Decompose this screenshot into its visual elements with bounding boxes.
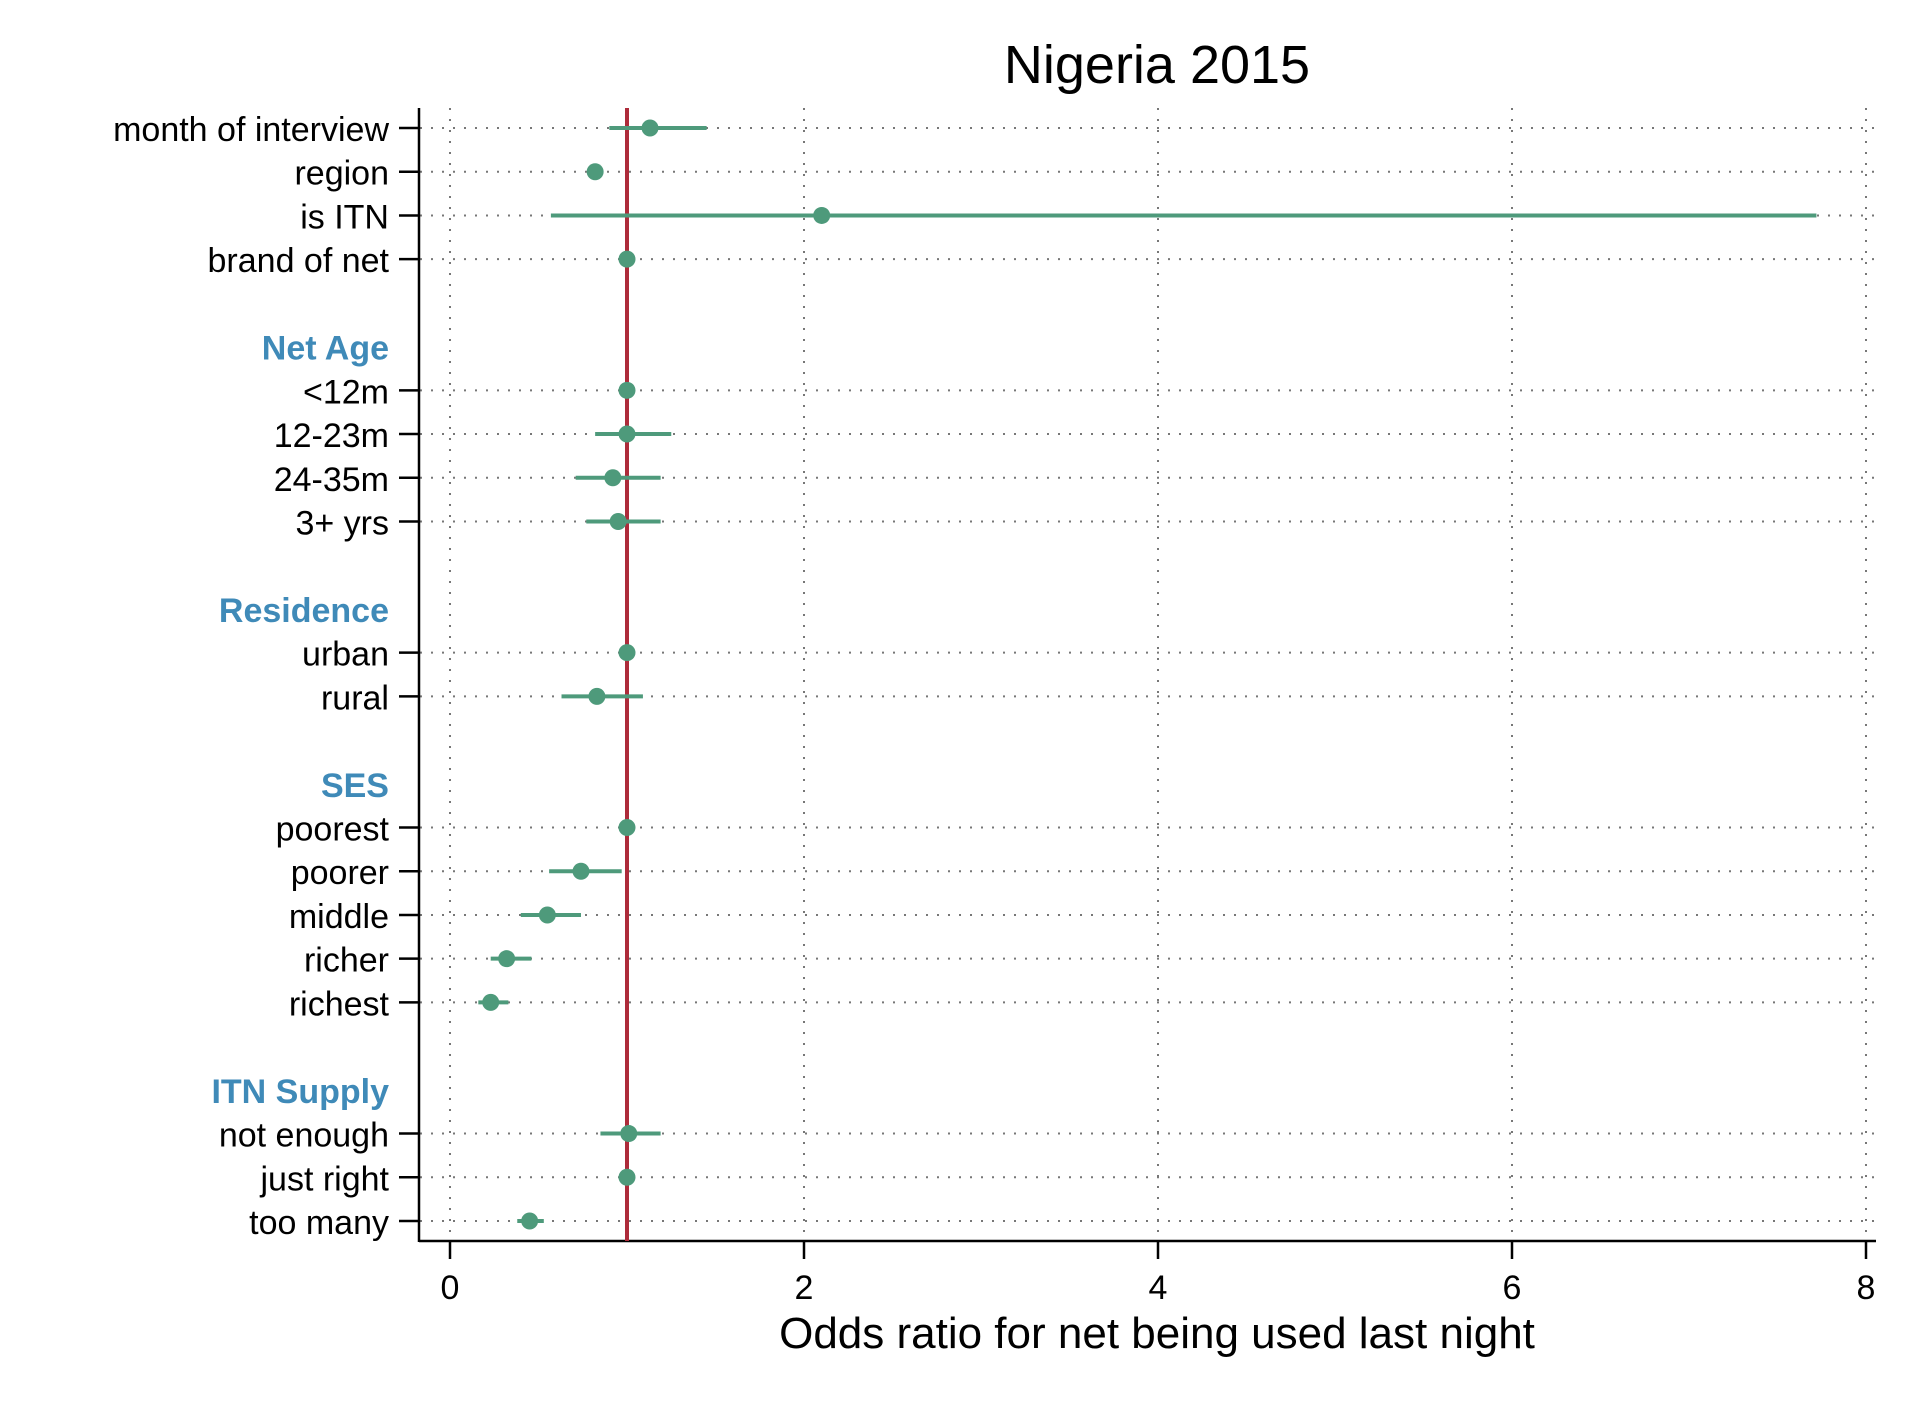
odds-ratio-point (498, 950, 516, 968)
row-label: poorest (276, 811, 390, 849)
x-tick-label: 0 (441, 1269, 460, 1307)
x-axis-title: Odds ratio for net being used last night (779, 1309, 1535, 1358)
axes (399, 108, 1876, 1259)
odds-ratio-point (572, 862, 590, 880)
group-header-label: Residence (219, 592, 389, 630)
odds-ratio-point (604, 469, 622, 487)
odds-ratio-point (588, 687, 606, 705)
x-tick-labels: 0 2 4 6 8 (441, 1269, 1876, 1307)
chart-title: Nigeria 2015 (1004, 35, 1310, 95)
row-label: poorer (291, 854, 389, 892)
gridlines (420, 108, 1876, 1241)
odds-ratio-point (618, 819, 636, 837)
odds-ratio-point (586, 163, 604, 181)
row-label: <12m (303, 373, 389, 411)
odds-ratio-point (618, 1168, 636, 1186)
data-marks (478, 119, 1817, 1230)
row-label: urban (302, 636, 389, 674)
row-label: not enough (219, 1117, 389, 1155)
group-header-label: Net Age (262, 330, 389, 368)
row-label: 3+ yrs (295, 504, 389, 542)
row-label: richest (289, 985, 390, 1023)
row-label: brand of net (208, 242, 390, 280)
odds-ratio-point (538, 906, 556, 924)
row-label: 24-35m (274, 461, 389, 499)
odds-ratio-point (618, 425, 636, 443)
row-label: is ITN (300, 198, 389, 236)
x-tick-label: 6 (1503, 1269, 1522, 1307)
odds-ratio-point (620, 1125, 638, 1143)
row-label: middle (289, 898, 389, 936)
odds-ratio-point (482, 993, 500, 1011)
row-labels: month of interview region is ITN brand of n… (113, 111, 389, 1242)
row-label: rural (321, 679, 389, 717)
odds-ratio-point (641, 119, 659, 137)
row-label: too many (249, 1204, 389, 1242)
x-tick-label: 2 (795, 1269, 814, 1307)
odds-ratio-point (609, 512, 627, 530)
x-tick-label: 8 (1857, 1269, 1876, 1307)
odds-ratio-point (618, 250, 636, 268)
group-header-label: SES (321, 767, 389, 805)
odds-ratio-point (618, 644, 636, 662)
x-tick-label: 4 (1149, 1269, 1168, 1307)
row-label: 12-23m (274, 417, 389, 455)
odds-ratio-point (618, 381, 636, 399)
row-label: region (294, 155, 389, 193)
odds-ratio-point (521, 1212, 539, 1230)
row-label: just right (260, 1160, 390, 1198)
odds-ratio-point (813, 206, 831, 224)
row-label: month of interview (113, 111, 389, 149)
group-header-label: ITN Supply (211, 1073, 389, 1111)
row-label: richer (304, 942, 389, 980)
